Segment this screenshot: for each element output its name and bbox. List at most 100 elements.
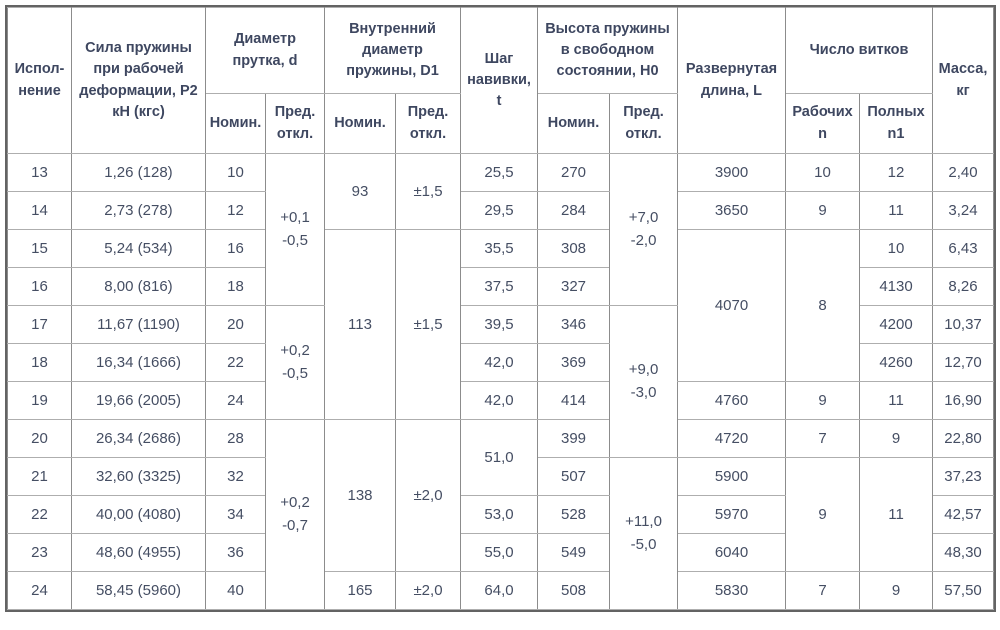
header-turns-total: Полных n1 — [859, 93, 934, 154]
table-row: 14 2,73 (278) 12 29,5 284 3650 9 11 3,24 — [7, 191, 995, 230]
cell-pitch: 42,0 — [460, 381, 539, 420]
cell-force: 26,34 (2686) — [71, 419, 206, 458]
cell-h0-nominal: 327 — [537, 267, 611, 306]
cell-h0-nominal: 346 — [537, 305, 611, 344]
cell-ispolnenie: 24 — [7, 571, 72, 610]
cell-length: 5970 — [677, 495, 787, 534]
table-row: 13 1,26 (128) 10 +0,1 -0,5 93 ±1,5 25,5 … — [7, 153, 995, 306]
cell-ispolnenie: 18 — [7, 343, 72, 382]
cell-h0-nominal: 399 — [537, 419, 611, 458]
cell-ispolnenie: 22 — [7, 495, 72, 534]
cell-d-nominal: 36 — [205, 533, 266, 572]
cell-force: 58,45 (5960) — [71, 571, 206, 610]
cell-d-tolerance: +0,2 -0,7 — [265, 419, 325, 610]
cell-h0-nominal: 508 — [537, 571, 611, 610]
header-inner-diameter: Внутренний диаметр пружины, D1 — [323, 7, 462, 94]
cell-turns-total: 4130 — [859, 267, 934, 306]
cell-d-nominal: 16 — [205, 229, 266, 268]
cell-length: 4070 — [677, 229, 787, 382]
cell-ispolnenie: 20 — [7, 419, 72, 458]
cell-pitch: 37,5 — [460, 267, 539, 306]
cell-turns-total: 11 — [859, 457, 934, 572]
cell-force: 40,00 (4080) — [71, 495, 206, 534]
cell-h0-nominal: 507 — [537, 457, 611, 496]
cell-d-nominal: 24 — [205, 381, 266, 420]
cell-mass: 48,30 — [932, 533, 995, 572]
header-row-subs: Номин. Пред. откл. Номин. Пред. откл. Но… — [8, 93, 994, 154]
cell-pitch: 55,0 — [460, 533, 539, 572]
cell-d1-nominal: 113 — [324, 229, 396, 420]
cell-d-tolerance: +0,1 -0,5 — [265, 153, 325, 306]
cell-d-nominal: 32 — [205, 457, 266, 496]
header-h0-nominal: Номин. — [537, 93, 611, 154]
cell-turns-total: 11 — [859, 381, 934, 420]
header-rod-diameter: Диаметр прутка, d — [205, 7, 325, 94]
cell-turns-total: 9 — [859, 419, 934, 458]
cell-mass: 22,80 — [932, 419, 995, 458]
header-d1-nominal: Номин. — [324, 93, 396, 154]
cell-length: 6040 — [677, 533, 787, 572]
cell-turns-total: 9 — [859, 571, 934, 610]
cell-h0-nominal: 414 — [537, 381, 611, 420]
cell-d-nominal: 40 — [205, 571, 266, 610]
cell-force: 32,60 (3325) — [71, 457, 206, 496]
cell-turns-working: 9 — [785, 381, 861, 420]
cell-pitch: 42,0 — [460, 343, 539, 382]
table-row: 18 16,34 (1666) 22 42,0 369 4260 12,70 — [7, 343, 995, 382]
header-free-height: Высота пружины в свободном состоянии, Н0 — [537, 7, 679, 94]
cell-ispolnenie: 17 — [7, 305, 72, 344]
cell-h0-tolerance: +7,0 -2,0 — [609, 153, 679, 306]
cell-ispolnenie: 19 — [7, 381, 72, 420]
cell-d-tolerance: +0,2 -0,5 — [265, 305, 325, 420]
cell-d1-tolerance: ±1,5 — [394, 229, 462, 420]
cell-pitch: 64,0 — [460, 571, 539, 610]
cell-turns-working: 9 — [785, 457, 861, 572]
cell-mass: 8,26 — [932, 267, 995, 306]
cell-mass: 3,24 — [932, 191, 995, 230]
cell-ispolnenie: 21 — [7, 457, 72, 496]
cell-pitch: 29,5 — [460, 191, 539, 230]
cell-d-nominal: 34 — [205, 495, 266, 534]
cell-turns-working: 9 — [785, 191, 861, 230]
cell-turns-total: 11 — [859, 191, 934, 230]
cell-force: 2,73 (278) — [71, 191, 206, 230]
cell-pitch: 39,5 — [460, 305, 539, 344]
cell-turns-working: 7 — [785, 571, 861, 610]
table-row: 22 40,00 (4080) 34 53,0 528 5970 42,57 — [7, 495, 995, 534]
cell-h0-nominal: 270 — [537, 153, 611, 192]
cell-length: 5830 — [677, 571, 787, 610]
spring-parameters-table: Испол-нение Сила пружины при рабочей деф… — [7, 7, 995, 610]
cell-length: 3650 — [677, 191, 787, 230]
cell-d-nominal: 22 — [205, 343, 266, 382]
cell-force: 5,24 (534) — [71, 229, 206, 268]
header-turns-working: Рабочих n — [785, 93, 861, 154]
cell-d1-tolerance: ±1,5 — [394, 153, 462, 230]
header-ispolnenie: Испол-нение — [7, 7, 72, 154]
cell-h0-nominal: 284 — [537, 191, 611, 230]
cell-pitch: 25,5 — [460, 153, 539, 192]
cell-mass: 2,40 — [932, 153, 995, 192]
table-row: 19 19,66 (2005) 24 42,0 414 4760 9 11 16… — [7, 381, 995, 420]
table-row: 21 32,60 (3325) 32 507 +11,0 -5,0 5900 9… — [7, 457, 995, 610]
cell-d1-tolerance: ±2,0 — [394, 419, 462, 572]
table-row: 17 11,67 (1190) 20 +0,2 -0,5 39,5 346 +9… — [7, 305, 995, 458]
cell-h0-tolerance: +9,0 -3,0 — [609, 305, 679, 458]
cell-mass: 42,57 — [932, 495, 995, 534]
header-turns-count: Число витков — [785, 7, 934, 94]
cell-mass: 6,43 — [932, 229, 995, 268]
header-row-groups: Испол-нение Сила пружины при рабочей деф… — [7, 7, 995, 154]
cell-length: 4760 — [677, 381, 787, 420]
cell-force: 8,00 (816) — [71, 267, 206, 306]
cell-turns-total: 10 — [859, 229, 934, 268]
cell-mass: 37,23 — [932, 457, 995, 496]
cell-mass: 12,70 — [932, 343, 995, 382]
table-body: 13 1,26 (128) 10 +0,1 -0,5 93 ±1,5 25,5 … — [7, 153, 995, 610]
table-header: Испол-нение Сила пружины при рабочей деф… — [7, 7, 995, 154]
cell-d1-nominal: 93 — [324, 153, 396, 230]
header-winding-pitch: Шаг навивки, t — [460, 7, 539, 154]
table-row: 16 8,00 (816) 18 37,5 327 4130 8,26 — [7, 267, 995, 306]
cell-turns-total: 4200 — [859, 305, 934, 344]
header-mass: Масса, кг — [932, 7, 995, 154]
cell-pitch: 35,5 — [460, 229, 539, 268]
cell-h0-tolerance: +11,0 -5,0 — [609, 457, 679, 610]
